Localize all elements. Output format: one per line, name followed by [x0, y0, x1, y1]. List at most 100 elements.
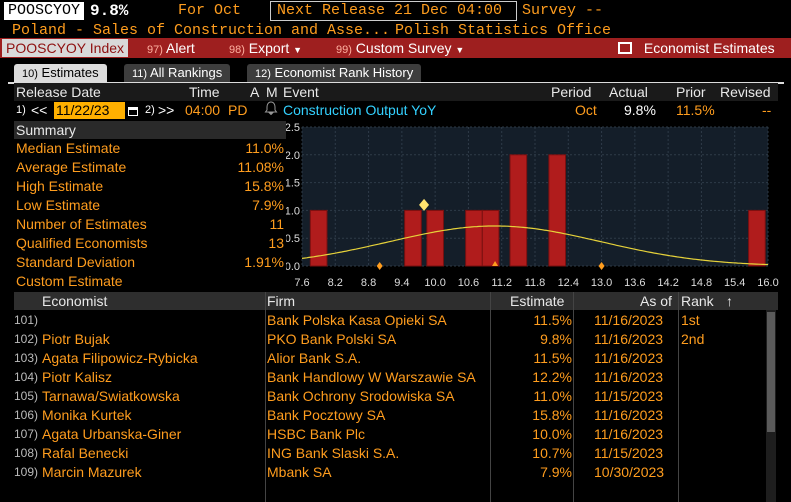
x-tick-label: 10.0 [424, 277, 445, 289]
table-row[interactable]: 104) Piotr Kalisz Bank Handlowy W Warszawi… [14, 368, 766, 387]
column-header-as-of[interactable]: As of [640, 293, 672, 309]
index-button[interactable]: POOSCYOY Index [2, 39, 129, 57]
firm-name: Mbank SA [267, 464, 332, 480]
economist-estimates-label: Economist Estimates [643, 40, 775, 56]
as-of-date: 11/16/2023 [594, 407, 664, 423]
table-row[interactable]: 107) Agata Urbanska-Giner HSBC Bank Plc 10.… [14, 425, 766, 444]
summary-label: Number of Estimates [16, 216, 147, 232]
summary-row: Number of Estimates 11 [14, 215, 286, 234]
table-row[interactable]: 109) Marcin Mazurek Mbank SA 7.9% 10/30/2023 [14, 463, 766, 482]
m-header[interactable]: M [266, 84, 278, 100]
tab-estimates[interactable]: 10) Estimates [14, 64, 107, 82]
estimate-value: 11.0% [533, 388, 572, 404]
estimate-value: 12.2% [532, 369, 572, 385]
chart-grid [301, 126, 769, 267]
table-row[interactable]: 105) Tarnawa/Swiatkowska Bank Ochrony Srod… [14, 387, 766, 406]
summary-row: Median Estimate 11.0% [14, 139, 286, 158]
scrollbar-thumb[interactable] [767, 312, 775, 432]
custom-survey-label: Custom Survey [355, 40, 452, 56]
next-button[interactable]: >> [158, 102, 175, 118]
column-header-economist[interactable]: Economist [42, 293, 108, 309]
a-header[interactable]: A [250, 84, 260, 100]
estimate-marker [376, 262, 383, 270]
x-tick-label: 11.8 [525, 277, 546, 289]
estimate-value: 7.9% [540, 464, 572, 480]
summary-label: Average Estimate [16, 159, 127, 175]
revised-header[interactable]: Revised [720, 84, 771, 100]
x-tick-label: 7.6 [294, 277, 309, 289]
rank-value: 2nd [681, 331, 705, 347]
chart-bars [309, 154, 766, 267]
row-number: 102) [14, 332, 39, 346]
tab-economist-rank-history[interactable]: 12) Economist Rank History [247, 64, 422, 82]
y-tick-label: 1.5 [286, 178, 300, 190]
ticker-value: 9.8% [90, 2, 129, 20]
release-date-input[interactable]: 11/22/23 [54, 102, 125, 119]
release-date-header[interactable]: Release Date [16, 84, 101, 100]
summary-label: Standard Deviation [16, 254, 136, 270]
table-header [14, 292, 778, 310]
x-tick-label: 12.4 [558, 277, 579, 289]
estimate-value: 11.5% [533, 350, 572, 366]
summary-row: Standard Deviation 1.91% [14, 253, 286, 272]
custom-estimate-row[interactable]: Custom Estimate [14, 272, 286, 291]
period-header[interactable]: Period [551, 84, 592, 100]
prior-header[interactable]: Prior [676, 84, 706, 100]
event-header[interactable]: Event [283, 84, 319, 100]
y-tick-label: 2.0 [286, 150, 300, 162]
tab-all-rankings[interactable]: 11) All Rankings [124, 64, 231, 82]
table-row[interactable]: 108) Rafal Benecki ING Bank Slaski S.A. 10.… [14, 444, 766, 463]
as-of-date: 10/30/2023 [594, 464, 665, 480]
row-number: 103) [14, 351, 39, 365]
alert-menu[interactable]: 97) Alert [147, 38, 195, 58]
time-header[interactable]: Time [189, 84, 220, 100]
economist-estimates-button[interactable]: Economist Estimates [618, 38, 775, 58]
as-of-date: 11/16/2023 [594, 369, 664, 385]
column-header-rank[interactable]: Rank [681, 293, 714, 309]
firm-name: Bank Ochrony Srodowiska SA [267, 388, 455, 404]
calendar-icon[interactable] [128, 101, 138, 120]
release-revised: -- [762, 102, 772, 118]
summary-label: Qualified Economists [16, 235, 148, 251]
custom-survey-menu[interactable]: 99) Custom Survey ▼ [336, 38, 464, 58]
y-axis-ticks: 0.0 0.5 1.0 1.5 2.0 2.5 [286, 122, 300, 273]
economist-name: Monika Kurtek [42, 407, 132, 423]
launch-icon [618, 42, 632, 54]
export-label: Export [248, 40, 290, 56]
prev-button[interactable]: << [31, 102, 48, 118]
row-number: 108) [14, 446, 39, 460]
sort-ascending-icon[interactable]: ↑ [726, 293, 733, 309]
row-number: 101) [14, 313, 39, 327]
table-row[interactable]: 106) Monika Kurtek Bank Pocztowy SA 15.8% 11… [14, 406, 766, 425]
summary-label: Low Estimate [16, 197, 101, 213]
actual-header[interactable]: Actual [609, 84, 648, 100]
prev-num: 1) [16, 104, 26, 116]
economist-name: Marcin Mazurek [42, 464, 142, 480]
column-header-estimate[interactable]: Estimate [510, 293, 565, 309]
event-name[interactable]: Construction Output YoY [283, 102, 437, 118]
table-row[interactable]: 101) Bank Polska Kasa Opieki SA 11.5% 11/16… [14, 311, 766, 330]
table-row[interactable]: 102) Piotr Bujak PKO Bank Polski SA 9.8% 11/… [14, 330, 766, 349]
firm-name: Bank Polska Kasa Opieki SA [267, 312, 447, 328]
bell-icon[interactable] [264, 101, 278, 120]
column-header-firm[interactable]: Firm [267, 293, 295, 309]
economist-name: Agata Filipowicz-Rybicka [42, 350, 198, 366]
economist-name: Piotr Kalisz [42, 369, 113, 385]
table-row[interactable]: 103) Agata Filipowicz-Rybicka Alior Bank S… [14, 349, 766, 368]
release-actual: 9.8% [624, 102, 656, 118]
firm-name: PKO Bank Polski SA [267, 331, 397, 347]
normal-curve [301, 225, 768, 266]
summary-value: 11 [269, 216, 284, 232]
y-tick-label: 1.0 [286, 205, 300, 217]
summary-row: Average Estimate 11.08% [14, 158, 286, 177]
tab-num: 11) [132, 68, 148, 80]
period-label: For Oct [178, 2, 242, 19]
next-num: 2) [145, 104, 155, 116]
tab-num: 10) [22, 68, 38, 80]
x-tick-label: 9.4 [394, 277, 409, 289]
ticker-box[interactable]: POOSCYOY [4, 2, 85, 20]
row-number: 107) [14, 427, 39, 441]
export-menu[interactable]: 98) Export ▼ [229, 38, 302, 58]
next-release-box[interactable]: Next Release 21 Dec 04:00 [270, 1, 517, 21]
summary-title: Summary [14, 121, 286, 139]
